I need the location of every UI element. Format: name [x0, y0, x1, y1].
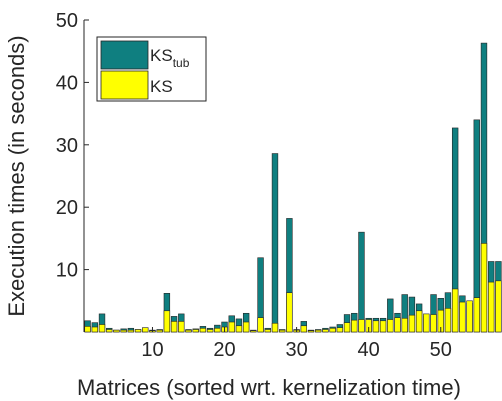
ks-bar: [329, 327, 336, 333]
ks-bar: [106, 329, 113, 333]
ks-bar: [84, 326, 91, 333]
ks-bar: [300, 325, 307, 333]
legend: KStub KS: [96, 36, 207, 102]
ks-bar: [315, 329, 322, 333]
ks-bar: [279, 329, 286, 333]
x-axis-ticks: 10 20 30 40 50: [141, 327, 452, 361]
ks-bar: [415, 310, 423, 333]
ks-bars: [84, 243, 502, 333]
ks-bar: [134, 329, 142, 333]
legend-swatch-ks: [100, 70, 149, 100]
ks-bar: [113, 329, 120, 333]
ks-bar: [444, 307, 452, 333]
ks-bar: [336, 327, 344, 333]
ks-bar: [98, 324, 106, 333]
ks-bar: [242, 321, 250, 333]
ks-tub-bar: [358, 231, 365, 333]
legend-label-ks-tub: KStub: [150, 46, 190, 70]
ks-bar: [430, 314, 437, 333]
ks-tub-bar: [271, 153, 279, 333]
ks-bar: [170, 321, 178, 333]
ks-bar: [228, 321, 235, 333]
y-tick-label: 10: [56, 260, 78, 282]
ks-bar: [250, 330, 257, 333]
ks-bar: [127, 329, 135, 333]
ks-bar: [343, 322, 351, 333]
ks-bar: [473, 297, 480, 333]
y-axis-label: Execution times (in seconds): [4, 35, 29, 316]
ks-bar: [379, 320, 387, 333]
ks-bar: [199, 327, 207, 333]
x-tick-label: 30: [285, 339, 307, 361]
ks-bar: [423, 313, 430, 333]
ks-bar: [185, 329, 192, 333]
ks-bar: [178, 321, 185, 333]
ks-bar: [214, 327, 221, 333]
y-axis-ticks: 10 20 30 40 50: [56, 10, 89, 282]
ks-bar: [459, 301, 466, 333]
x-tick-label: 40: [358, 339, 380, 361]
ks-bar: [264, 329, 271, 333]
legend-label-ks-tub-subscript: tub: [173, 56, 190, 70]
ks-bar: [408, 314, 416, 333]
y-tick-label: 30: [56, 135, 78, 157]
ks-bar: [307, 330, 315, 333]
legend-label-ks-tub-main: KS: [150, 46, 173, 65]
x-tick-label: 10: [141, 339, 163, 361]
x-axis-label: Matrices (sorted wrt. kernelization time…: [77, 375, 461, 400]
ks-bar: [156, 329, 163, 333]
legend-swatch-ks-tub: [100, 40, 149, 70]
legend-label-ks: KS: [150, 77, 173, 96]
ks-bar: [358, 319, 365, 333]
ks-bar: [351, 319, 358, 333]
ks-bar: [120, 329, 127, 333]
ks-bar: [451, 288, 459, 333]
ks-bar: [192, 329, 199, 333]
y-tick-label: 50: [56, 10, 78, 32]
ks-bar: [322, 329, 329, 333]
ks-bar: [286, 292, 293, 333]
y-tick-label: 40: [56, 72, 78, 94]
ks-bar: [257, 317, 264, 333]
ks-bar: [488, 281, 495, 333]
ks-bar: [372, 320, 380, 333]
ks-bar: [466, 300, 473, 333]
ks-bar: [495, 280, 502, 333]
ks-bar: [271, 322, 279, 333]
y-tick-label: 20: [56, 197, 78, 219]
ks-bar: [480, 243, 488, 333]
ks-bar: [91, 326, 99, 333]
x-tick-label: 50: [430, 339, 452, 361]
ks-bar: [206, 329, 214, 333]
ks-bar: [235, 325, 243, 333]
ks-bar: [142, 327, 149, 333]
ks-bar: [387, 319, 394, 333]
ks-bar: [401, 317, 408, 333]
x-tick-label: 20: [213, 339, 235, 361]
ks-bar: [394, 317, 401, 333]
ks-bar: [163, 310, 171, 333]
